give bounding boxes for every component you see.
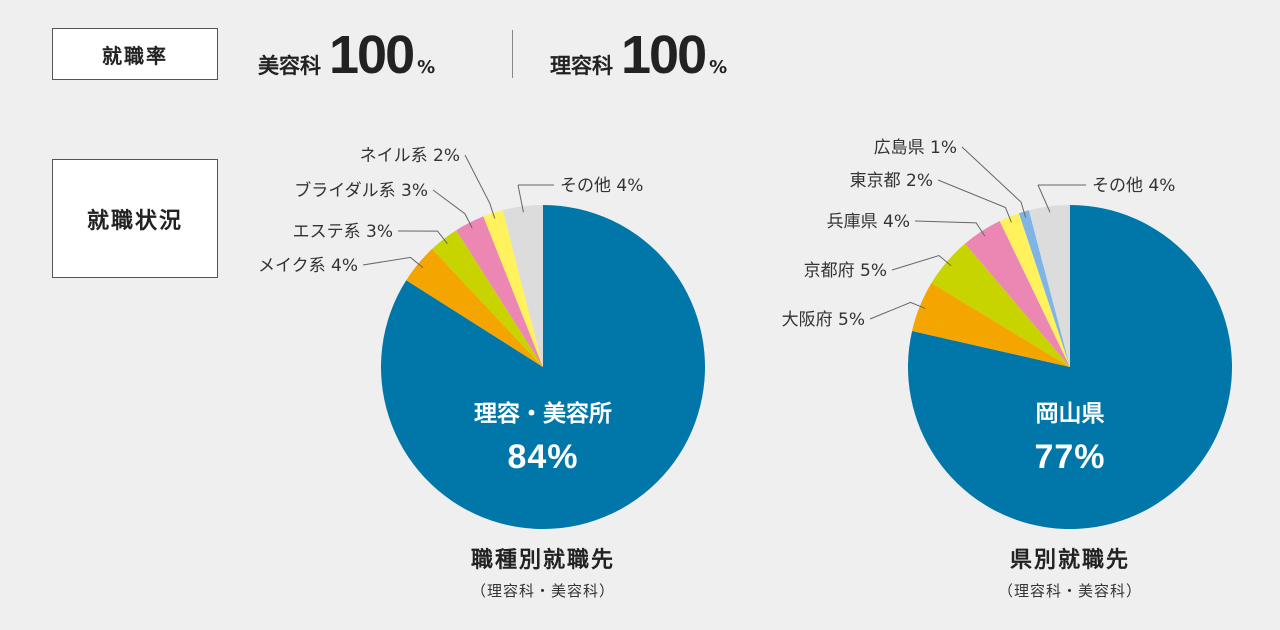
chart1-slice-2	[432, 230, 543, 367]
chart1-leader-4	[464, 154, 496, 219]
rate-barber-dept: 理容科	[550, 54, 613, 78]
chart1-subtitle: （理容科・美容科）	[470, 582, 615, 600]
chart2-label-1: 大阪府 5%	[782, 310, 865, 330]
chart1-center-value: 84%	[507, 438, 578, 476]
chart2-slice-6	[1028, 205, 1070, 367]
rate-beauty-dept: 美容科	[258, 54, 321, 78]
chart1-label-5: その他 4%	[560, 176, 643, 196]
chart2-leader-5	[961, 146, 1027, 218]
chart1-label-2: エステ系 3%	[293, 222, 393, 242]
chart2-label-6: その他 4%	[1092, 176, 1175, 196]
chart1-slice-3	[456, 216, 543, 367]
chart2-label-4: 東京都 2%	[850, 171, 933, 191]
chart1-label-3: ブライダル系 3%	[294, 180, 428, 201]
rate-beauty-value: 100	[329, 25, 415, 85]
chart2-leader-4	[937, 179, 1012, 223]
rate-beauty: 美容科 100 %	[258, 24, 436, 85]
chart1-center-label: 理容・美容所	[474, 400, 612, 427]
chart2-title: 県別就職先	[1009, 548, 1130, 573]
chart2-label-2: 京都府 5%	[804, 261, 887, 281]
chart1-slice-0	[381, 205, 706, 529]
chart1-leader-3	[432, 189, 473, 229]
rate-beauty-unit: %	[417, 57, 436, 78]
chart1-leader-5	[517, 184, 524, 213]
chart1-leader-2	[397, 230, 448, 245]
chart2-slice-5	[1018, 210, 1070, 367]
chart1-leader-1	[362, 256, 424, 268]
chart2-leader-2	[891, 254, 952, 271]
chart2-slice-1	[912, 283, 1070, 367]
chart2-label-3: 兵庫県 4%	[827, 212, 910, 232]
chart2-label-5: 広島県 1%	[874, 138, 957, 158]
employment-status-label: 就職状況	[52, 159, 218, 278]
chart1-label-1: メイク系 4%	[258, 256, 358, 276]
chart2-center-label: 岡山県	[1036, 401, 1105, 427]
rate-divider	[512, 30, 513, 78]
chart2-subtitle: （理容科・美容科）	[997, 582, 1142, 600]
chart1-label-4: ネイル系 2%	[360, 146, 460, 166]
rate-barber-unit: %	[709, 57, 728, 78]
chart2-slice-4	[999, 213, 1070, 367]
chart2-leader-1	[869, 301, 926, 320]
chart1-slice-4	[483, 210, 543, 367]
rate-barber-value: 100	[621, 25, 707, 85]
chart2-center-value: 77%	[1034, 438, 1105, 476]
chart2-slice-2	[931, 243, 1070, 367]
chart1-slice-5	[502, 205, 543, 367]
rate-barber: 理容科 100 %	[550, 24, 728, 85]
employment-rate-label: 就職率	[52, 28, 218, 80]
chart2-slice-3	[964, 221, 1070, 367]
chart2-leader-6	[1037, 184, 1051, 213]
chart1-title: 職種別就職先	[470, 548, 615, 573]
chart2-leader-3	[914, 220, 986, 237]
chart1-slice-1	[406, 248, 543, 367]
